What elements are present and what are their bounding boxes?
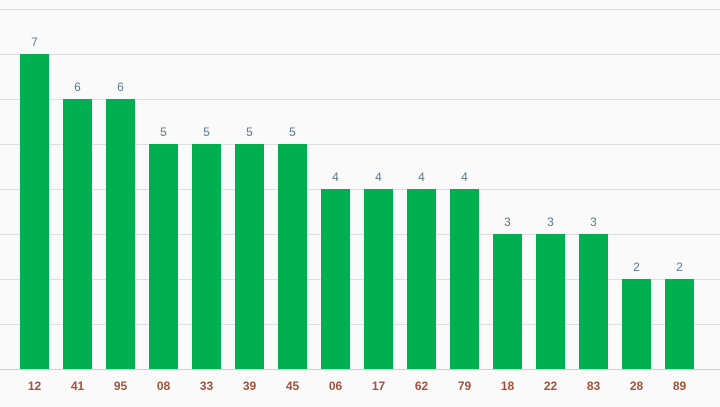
x-tick-label-45: 45 [286,379,300,393]
bar-33[interactable] [192,144,221,369]
x-tick-label-12: 12 [28,379,42,393]
bar-83[interactable] [579,234,608,369]
x-axis-ticks: 12 41 95 08 33 39 45 06 17 62 79 18 22 83 28 89 [28,379,687,393]
value-label-95: 6 [117,80,124,94]
x-tick-label-41: 41 [71,379,85,393]
value-label-39: 5 [246,125,253,139]
value-labels: 7 6 6 5 5 5 5 4 4 4 4 3 3 3 2 2 [31,35,683,274]
bar-17[interactable] [364,189,393,369]
x-tick-label-18: 18 [501,379,515,393]
bar-89[interactable] [665,279,694,369]
x-tick-label-28: 28 [630,379,644,393]
x-tick-label-22: 22 [544,379,558,393]
value-label-62: 4 [418,170,425,184]
x-tick-label-39: 39 [243,379,257,393]
x-tick-label-83: 83 [587,379,601,393]
bars [20,54,694,369]
bar-08[interactable] [149,144,178,369]
value-label-89: 2 [676,260,683,274]
x-tick-label-62: 62 [415,379,429,393]
x-tick-label-89: 89 [673,379,687,393]
value-label-17: 4 [375,170,382,184]
value-label-06: 4 [332,170,339,184]
bar-06[interactable] [321,189,350,369]
x-tick-label-33: 33 [200,379,214,393]
bar-79[interactable] [450,189,479,369]
value-label-22: 3 [547,215,554,229]
value-label-41: 6 [74,80,81,94]
bar-22[interactable] [536,234,565,369]
bar-18[interactable] [493,234,522,369]
x-tick-label-79: 79 [458,379,472,393]
value-label-18: 3 [504,215,511,229]
value-label-45: 5 [289,125,296,139]
value-label-33: 5 [203,125,210,139]
value-label-08: 5 [160,125,167,139]
bar-45[interactable] [278,144,307,369]
bar-41[interactable] [63,99,92,369]
bar-39[interactable] [235,144,264,369]
bar-28[interactable] [622,279,651,369]
x-tick-label-08: 08 [157,379,171,393]
value-label-79: 4 [461,170,468,184]
bar-95[interactable] [106,99,135,369]
value-label-28: 2 [633,260,640,274]
x-tick-label-06: 06 [329,379,343,393]
x-tick-label-95: 95 [114,379,128,393]
value-label-12: 7 [31,35,38,49]
value-label-83: 3 [590,215,597,229]
x-tick-label-17: 17 [372,379,386,393]
bar-12[interactable] [20,54,49,369]
bar-62[interactable] [407,189,436,369]
